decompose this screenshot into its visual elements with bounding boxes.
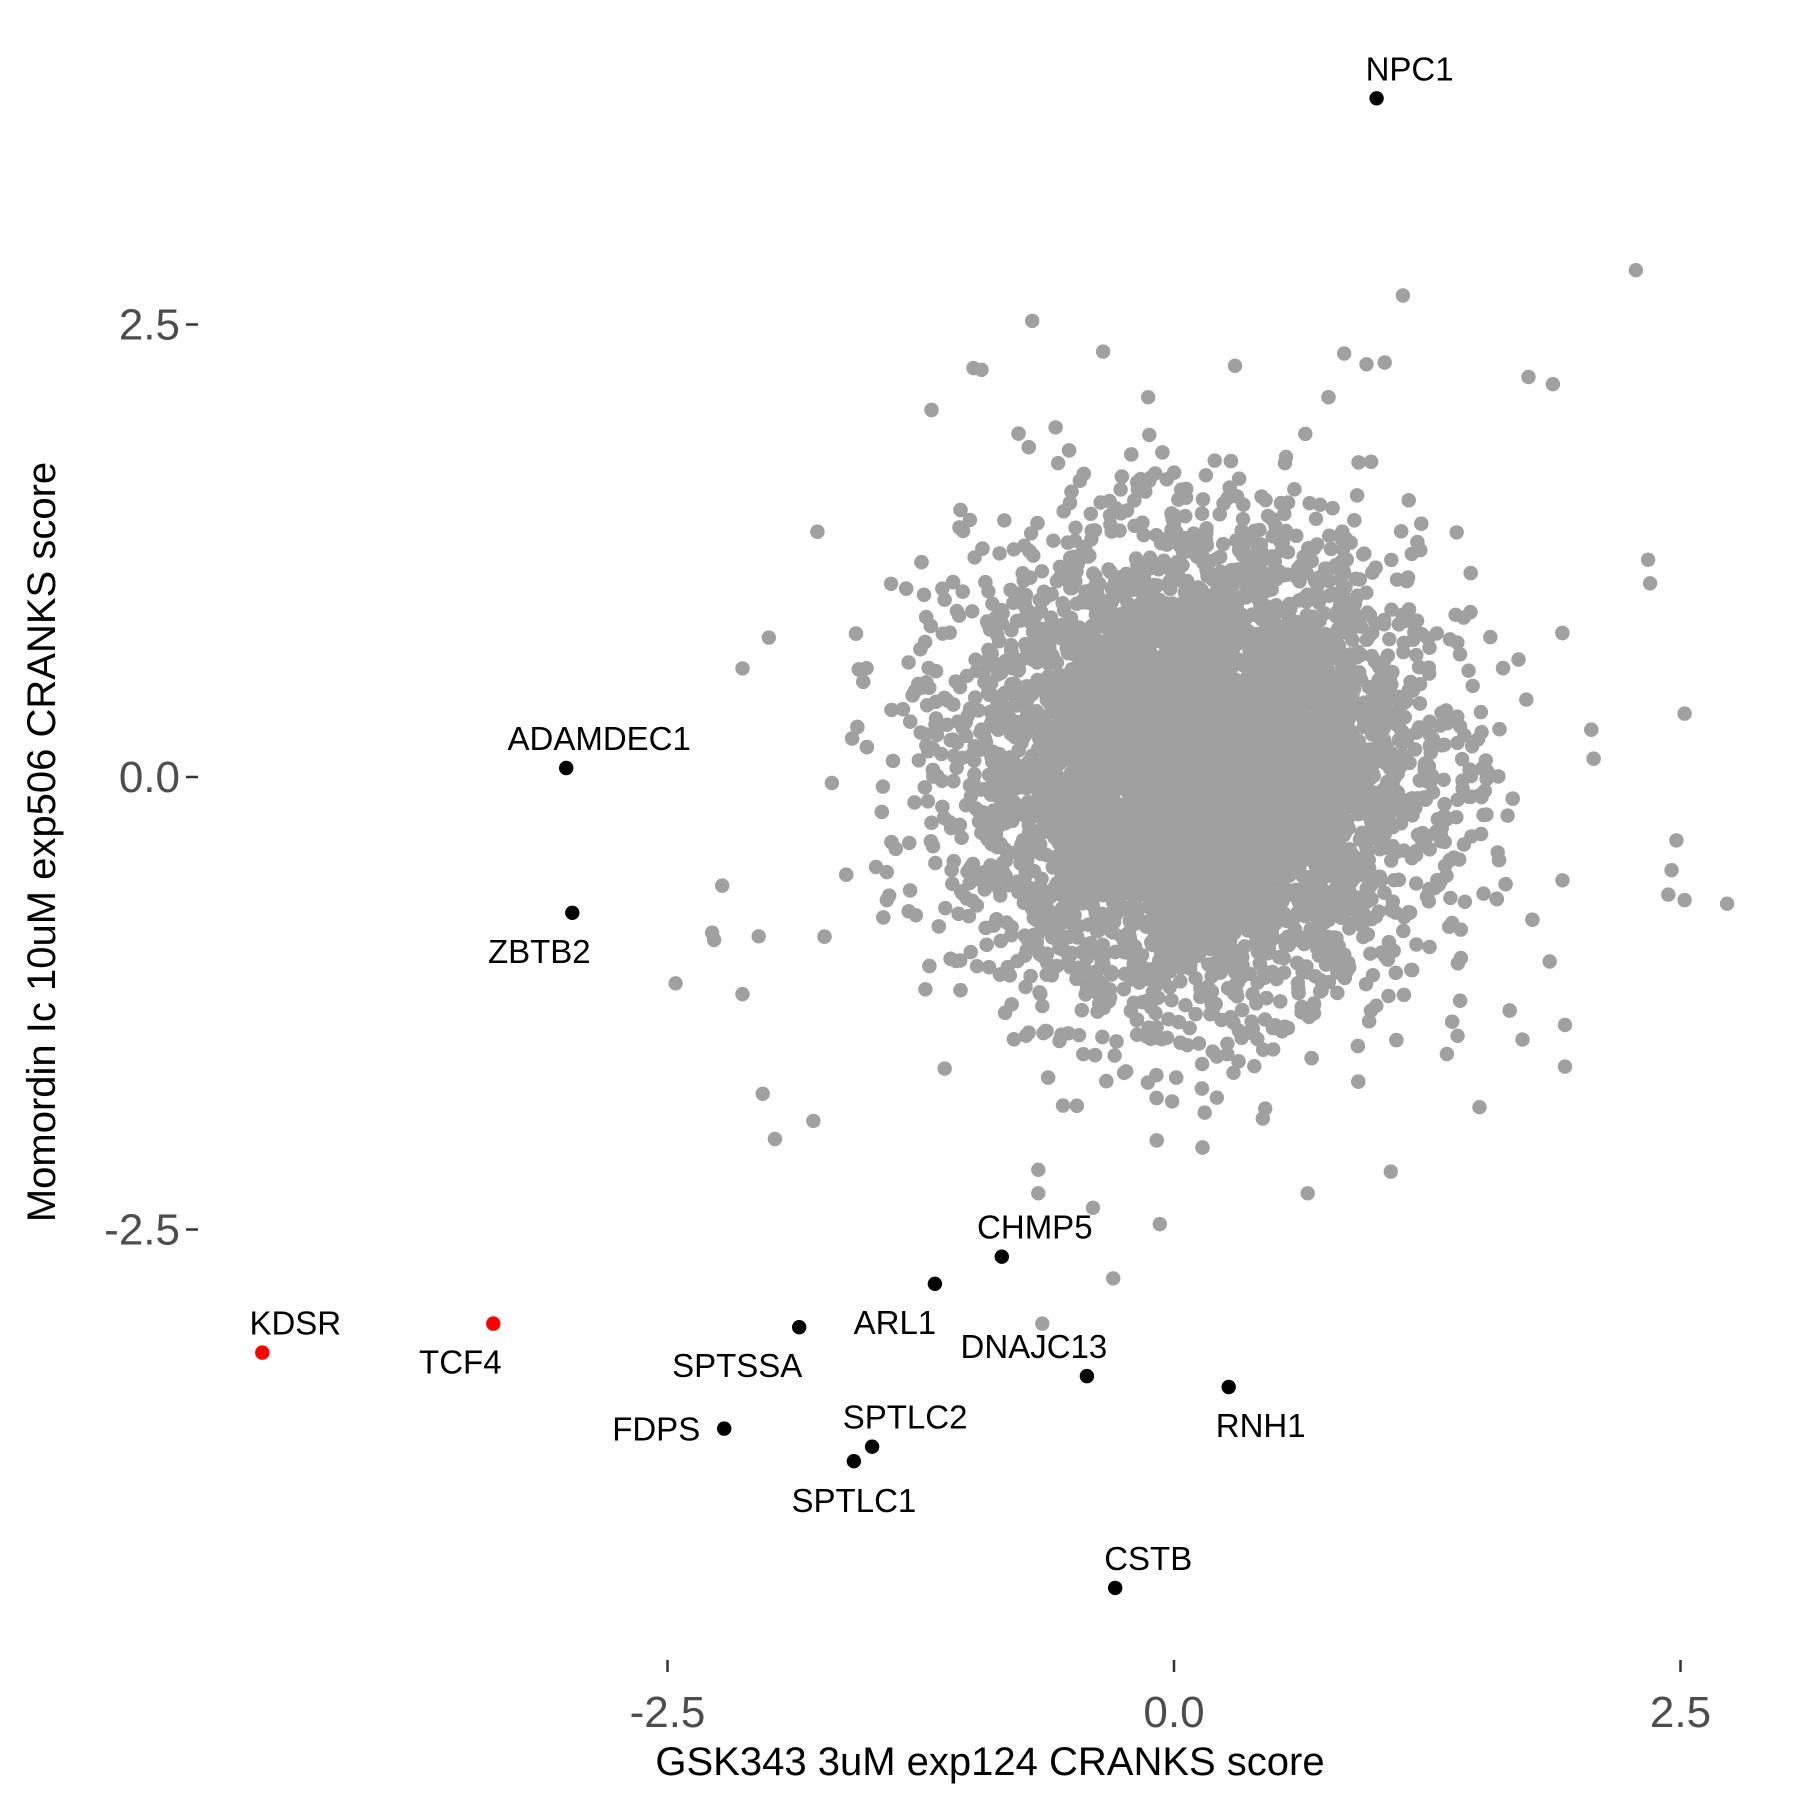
- background-point: [1216, 536, 1231, 552]
- background-point: [963, 944, 978, 960]
- background-point: [1356, 929, 1371, 945]
- background-point: [1476, 886, 1491, 901]
- background-point: [907, 795, 922, 810]
- background-point: [1113, 482, 1128, 497]
- background-point: [1436, 772, 1451, 787]
- background-point: [1472, 1100, 1487, 1115]
- background-point: [1404, 546, 1420, 562]
- background-point: [1382, 631, 1397, 647]
- background-point: [1197, 1105, 1212, 1120]
- background-point: [962, 512, 978, 528]
- background-point: [1409, 937, 1424, 952]
- background-point: [997, 513, 1012, 528]
- background-point: [918, 982, 933, 997]
- background-point: [1046, 533, 1061, 548]
- background-point: [1483, 629, 1498, 645]
- background-point: [1068, 520, 1083, 535]
- background-point: [1170, 554, 1185, 570]
- background-point: [1454, 751, 1470, 767]
- background-point: [1035, 998, 1050, 1014]
- background-point: [1363, 946, 1378, 961]
- background-point: [1542, 954, 1557, 969]
- background-point: [1194, 1056, 1210, 1072]
- background-point: [1465, 678, 1480, 694]
- background-point: [1141, 390, 1156, 405]
- background-point: [1112, 523, 1127, 538]
- background-point: [1226, 1065, 1241, 1081]
- background-point: [1511, 652, 1526, 667]
- background-point-cloud: [668, 263, 1735, 1331]
- background-point: [1365, 968, 1381, 983]
- background-point: [875, 779, 891, 794]
- background-point: [1227, 358, 1243, 373]
- background-point: [1164, 1094, 1180, 1109]
- background-point: [883, 576, 899, 591]
- background-point: [1519, 692, 1534, 707]
- background-point: [1409, 647, 1424, 663]
- background-point: [1083, 506, 1099, 521]
- background-point: [1457, 894, 1473, 909]
- background-point: [911, 753, 926, 768]
- background-point: [1449, 525, 1464, 540]
- background-point: [1050, 456, 1066, 471]
- background-point: [965, 604, 980, 619]
- background-point: [1555, 873, 1570, 888]
- background-point: [1381, 988, 1396, 1004]
- background-point: [1018, 979, 1033, 995]
- background-point: [1255, 1111, 1271, 1126]
- background-point: [1006, 542, 1022, 557]
- background-point: [1302, 496, 1317, 511]
- background-point: [1142, 427, 1157, 443]
- background-point: [1415, 825, 1430, 841]
- background-point: [1055, 1098, 1071, 1113]
- background-point: [868, 859, 884, 875]
- background-point: [938, 900, 953, 916]
- background-point: [824, 775, 840, 791]
- background-point: [1500, 808, 1515, 823]
- background-point: [901, 655, 916, 670]
- background-point: [1182, 1020, 1197, 1036]
- background-point: [959, 668, 975, 684]
- background-point: [1164, 993, 1179, 1008]
- background-point: [1384, 602, 1399, 617]
- background-point: [1473, 826, 1489, 842]
- background-point: [1071, 1028, 1087, 1043]
- background-point: [1247, 1059, 1262, 1074]
- background-point: [1076, 1047, 1091, 1062]
- background-point: [1439, 1046, 1455, 1062]
- background-point: [1298, 426, 1313, 442]
- background-point: [1461, 663, 1476, 678]
- background-point: [1450, 735, 1465, 751]
- background-point: [1205, 1044, 1220, 1059]
- background-point: [1278, 449, 1294, 465]
- background-point: [1372, 842, 1387, 857]
- background-point: [1107, 1048, 1122, 1063]
